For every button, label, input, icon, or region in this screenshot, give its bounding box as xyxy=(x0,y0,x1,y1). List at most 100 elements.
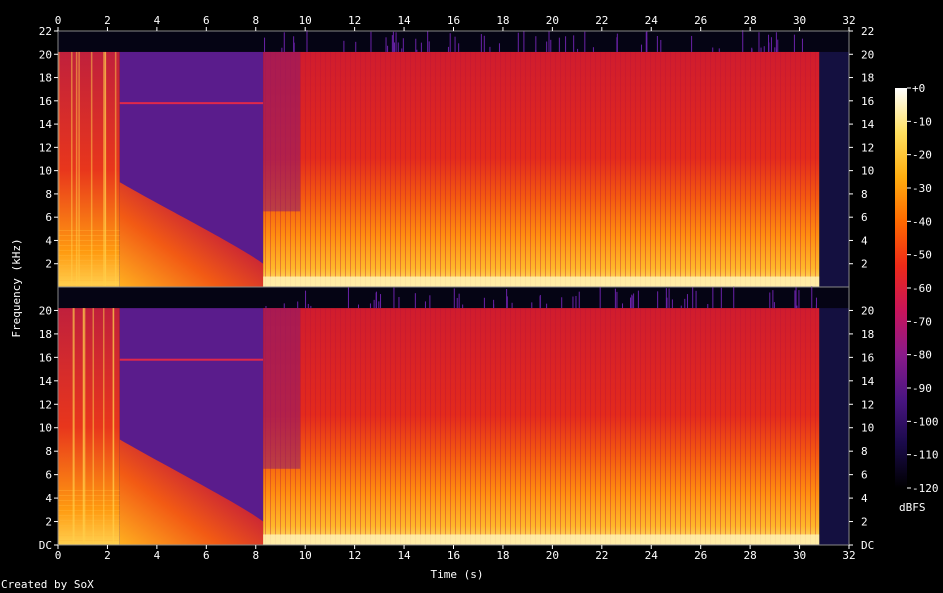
colorbar-tick-label: -30 xyxy=(912,182,932,195)
x-tick-label: 24 xyxy=(645,14,659,27)
y-tick-label-right: 4 xyxy=(861,234,868,247)
transient-spike xyxy=(631,294,633,309)
y-tick-label: DC xyxy=(39,539,52,552)
transient-spike xyxy=(768,34,770,52)
transient-spike xyxy=(397,42,399,52)
transient-spike xyxy=(760,47,762,52)
y-tick-label-right: 6 xyxy=(861,211,868,224)
x-tick-label: 32 xyxy=(842,549,855,562)
transient-spike xyxy=(370,31,372,52)
transient-spike xyxy=(691,35,693,52)
speech-onset-line xyxy=(103,51,105,288)
y-tick-label-right: 16 xyxy=(861,95,874,108)
colorbar-tick-label: -110 xyxy=(912,449,939,462)
transient-spike xyxy=(770,37,772,52)
transient-spike xyxy=(718,48,720,52)
transient-spike xyxy=(815,297,817,309)
colorbar-tick-label: +0 xyxy=(912,82,925,95)
transient-spike xyxy=(416,49,418,52)
transient-spike xyxy=(815,304,817,309)
x-tick-label: 2 xyxy=(104,549,111,562)
x-tick-label: 18 xyxy=(496,14,509,27)
x-tick-label: 22 xyxy=(595,14,608,27)
transient-spike xyxy=(665,288,667,309)
x-tick-label: 4 xyxy=(154,549,161,562)
silence-region xyxy=(819,308,849,545)
silence-region xyxy=(819,51,849,288)
transient-spike xyxy=(546,303,548,309)
transient-spike xyxy=(306,30,308,52)
transient-spike xyxy=(592,47,594,52)
speech-onset-line xyxy=(104,51,107,288)
colorbar-tick-label: -70 xyxy=(912,315,932,328)
transient-spike xyxy=(449,33,451,52)
music-onset xyxy=(263,51,301,212)
transient-spike xyxy=(656,35,658,52)
transient-spike xyxy=(391,35,393,52)
x-tick-label: 6 xyxy=(203,14,210,27)
decay-tail xyxy=(119,182,264,287)
y-tick-label-right: 18 xyxy=(861,72,874,85)
transient-spike xyxy=(692,287,694,309)
transient-spike xyxy=(493,304,495,309)
transient-spike xyxy=(773,302,775,309)
y-tick-label: 12 xyxy=(39,141,52,154)
transient-spike xyxy=(310,305,312,309)
transient-spike xyxy=(453,288,455,309)
y-tick-label: 18 xyxy=(39,72,52,85)
transient-spike xyxy=(401,48,403,52)
transient-spike xyxy=(483,297,485,309)
y-tick-label-right: 10 xyxy=(861,422,874,435)
y-tick-label-right: 2 xyxy=(861,516,868,529)
y-tick-label: 6 xyxy=(45,211,52,224)
transient-spike xyxy=(671,299,673,309)
transient-spike xyxy=(517,32,519,52)
speech-onset-line xyxy=(75,51,78,288)
transient-spike xyxy=(733,286,735,309)
y-tick-label: 20 xyxy=(39,304,52,317)
transient-spike xyxy=(375,292,377,309)
y-tick-label-right: 14 xyxy=(861,375,875,388)
transient-spike xyxy=(712,47,714,52)
transient-spike xyxy=(535,36,537,52)
x-axis-bottom-ticks: 0 2 4 6 8 10 12 14 16 18 20 22 24 26 28 30 32 xyxy=(55,545,856,562)
x-tick-label: 12 xyxy=(348,549,361,562)
transient-spike xyxy=(577,48,579,52)
transient-spike xyxy=(707,304,709,309)
transient-spike xyxy=(599,287,601,309)
transient-spike xyxy=(584,31,586,52)
channel-2-spectrogram xyxy=(57,286,850,546)
transient-spike xyxy=(281,47,283,52)
colorbar-tick-label: -20 xyxy=(912,149,932,162)
colorbar-tick-label: -60 xyxy=(912,282,932,295)
x-tick-label: 18 xyxy=(496,549,509,562)
x-tick-label: 20 xyxy=(546,549,559,562)
y-tick-label: 10 xyxy=(39,422,52,435)
transient-spike xyxy=(454,36,456,52)
transient-spike xyxy=(456,297,458,309)
transient-spike xyxy=(392,31,394,52)
y-tick-label-right: 8 xyxy=(861,188,868,201)
speech-harmonics xyxy=(58,228,120,287)
transient-spike xyxy=(414,293,416,309)
transient-spike xyxy=(511,302,513,309)
x-tick-label: 28 xyxy=(744,14,757,27)
y-tick-label-right: 2 xyxy=(861,258,868,271)
speech-onset-line xyxy=(112,308,115,545)
transient-spike xyxy=(498,43,500,52)
transient-spike xyxy=(657,291,659,309)
x-tick-label: 8 xyxy=(252,549,259,562)
transient-spike xyxy=(720,287,722,309)
x-tick-label: 20 xyxy=(546,14,559,27)
transient-spike xyxy=(380,294,382,309)
transient-spike xyxy=(385,37,387,52)
colorbar-tick-label: -10 xyxy=(912,115,932,128)
transient-spike xyxy=(347,287,349,309)
y-tick-label-right: 22 xyxy=(861,25,874,38)
music-low-band xyxy=(263,276,820,287)
credit-text: Created by SoX xyxy=(1,578,94,591)
transient-spike xyxy=(558,37,560,52)
transient-spike xyxy=(633,293,635,309)
transient-spike xyxy=(264,37,266,52)
transient-spike xyxy=(427,31,429,52)
